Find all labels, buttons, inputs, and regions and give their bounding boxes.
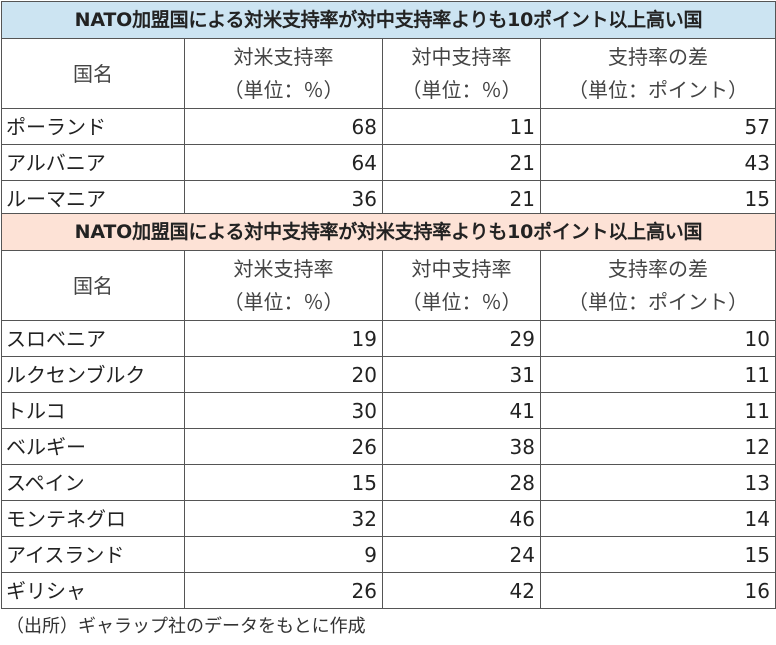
country-name: アイスランド — [1, 536, 185, 573]
header-unit: （単位：ポイント） — [568, 77, 748, 102]
header-unit: （単位：％） — [223, 289, 344, 314]
difference-value: 15 — [540, 536, 776, 573]
table-row: トルコ 30 41 11 — [1, 392, 776, 429]
difference-value: 15 — [540, 180, 776, 217]
header-label: 対米支持率 — [233, 256, 334, 281]
us-support-value: 26 — [184, 428, 383, 465]
cn-support-value: 11 — [382, 108, 541, 145]
us-support-value: 36 — [184, 180, 383, 217]
country-name: ポーランド — [1, 108, 185, 145]
us-support-value: 15 — [184, 464, 383, 501]
us-support-value: 26 — [184, 572, 383, 609]
country-name: トルコ — [1, 392, 185, 429]
cn-support-value: 24 — [382, 536, 541, 573]
header-unit: （単位：％） — [223, 77, 344, 102]
table-row: アルバニア 64 21 43 — [1, 144, 776, 181]
us-support-value: 19 — [184, 320, 383, 357]
table-row: ベルギー 26 38 12 — [1, 428, 776, 465]
cn-support-value: 41 — [382, 392, 541, 429]
difference-value: 43 — [540, 144, 776, 181]
header-country: 国名 — [1, 38, 185, 109]
table-row: ギリシャ 26 42 16 — [1, 572, 776, 609]
header-label: 支持率の差 — [608, 256, 708, 281]
us-support-value: 68 — [184, 108, 383, 145]
header-label: 対米支持率 — [233, 44, 334, 69]
table-row: アイスランド 9 24 15 — [1, 536, 776, 573]
table-row: ルーマニア 36 21 15 — [1, 180, 776, 217]
difference-value: 13 — [540, 464, 776, 501]
us-support-value: 32 — [184, 500, 383, 537]
difference-value: 16 — [540, 572, 776, 609]
table-china-higher: NATO加盟国による対中支持率が対米支持率よりも10ポイント以上高い国 国名 対… — [1, 213, 776, 609]
header-difference: 支持率の差 （単位：ポイント） — [540, 38, 776, 109]
table-row: スペイン 15 28 13 — [1, 464, 776, 501]
cn-support-value: 21 — [382, 144, 541, 181]
us-support-value: 9 — [184, 536, 383, 573]
difference-value: 12 — [540, 428, 776, 465]
header-label: 支持率の差 — [608, 44, 708, 69]
cn-support-value: 42 — [382, 572, 541, 609]
table-title: NATO加盟国による対中支持率が対米支持率よりも10ポイント以上高い国 — [1, 213, 776, 251]
cn-support-value: 38 — [382, 428, 541, 465]
difference-value: 10 — [540, 320, 776, 357]
table-title: NATO加盟国による対米支持率が対中支持率よりも10ポイント以上高い国 — [1, 1, 776, 39]
source-note: （出所）ギャラップ社のデータをもとに作成 — [6, 616, 366, 637]
header-label: 対中支持率 — [411, 256, 512, 281]
cn-support-value: 21 — [382, 180, 541, 217]
header-us-support: 対米支持率 （単位：％） — [184, 38, 383, 109]
header-label: 対中支持率 — [411, 44, 512, 69]
header-cn-support: 対中支持率 （単位：％） — [382, 38, 541, 109]
cn-support-value: 28 — [382, 464, 541, 501]
header-unit: （単位：ポイント） — [568, 289, 748, 314]
table-us-higher: NATO加盟国による対米支持率が対中支持率よりも10ポイント以上高い国 国名 対… — [1, 1, 776, 217]
country-name: ギリシャ — [1, 572, 185, 609]
us-support-value: 30 — [184, 392, 383, 429]
cn-support-value: 29 — [382, 320, 541, 357]
difference-value: 14 — [540, 500, 776, 537]
header-unit: （単位：％） — [401, 77, 522, 102]
country-name: ルーマニア — [1, 180, 185, 217]
country-name: モンテネグロ — [1, 500, 185, 537]
country-name: アルバニア — [1, 144, 185, 181]
us-support-value: 64 — [184, 144, 383, 181]
header-unit: （単位：％） — [401, 289, 522, 314]
table-row: ポーランド 68 11 57 — [1, 108, 776, 145]
difference-value: 11 — [540, 392, 776, 429]
table-row: モンテネグロ 32 46 14 — [1, 500, 776, 537]
header-country: 国名 — [1, 250, 185, 321]
header-difference: 支持率の差 （単位：ポイント） — [540, 250, 776, 321]
difference-value: 11 — [540, 356, 776, 393]
header-us-support: 対米支持率 （単位：％） — [184, 250, 383, 321]
country-name: ルクセンブルク — [1, 356, 185, 393]
country-name: スペイン — [1, 464, 185, 501]
table-row: スロベニア 19 29 10 — [1, 320, 776, 357]
cn-support-value: 31 — [382, 356, 541, 393]
header-cn-support: 対中支持率 （単位：％） — [382, 250, 541, 321]
country-name: スロベニア — [1, 320, 185, 357]
cn-support-value: 46 — [382, 500, 541, 537]
us-support-value: 20 — [184, 356, 383, 393]
table-row: ルクセンブルク 20 31 11 — [1, 356, 776, 393]
difference-value: 57 — [540, 108, 776, 145]
country-name: ベルギー — [1, 428, 185, 465]
